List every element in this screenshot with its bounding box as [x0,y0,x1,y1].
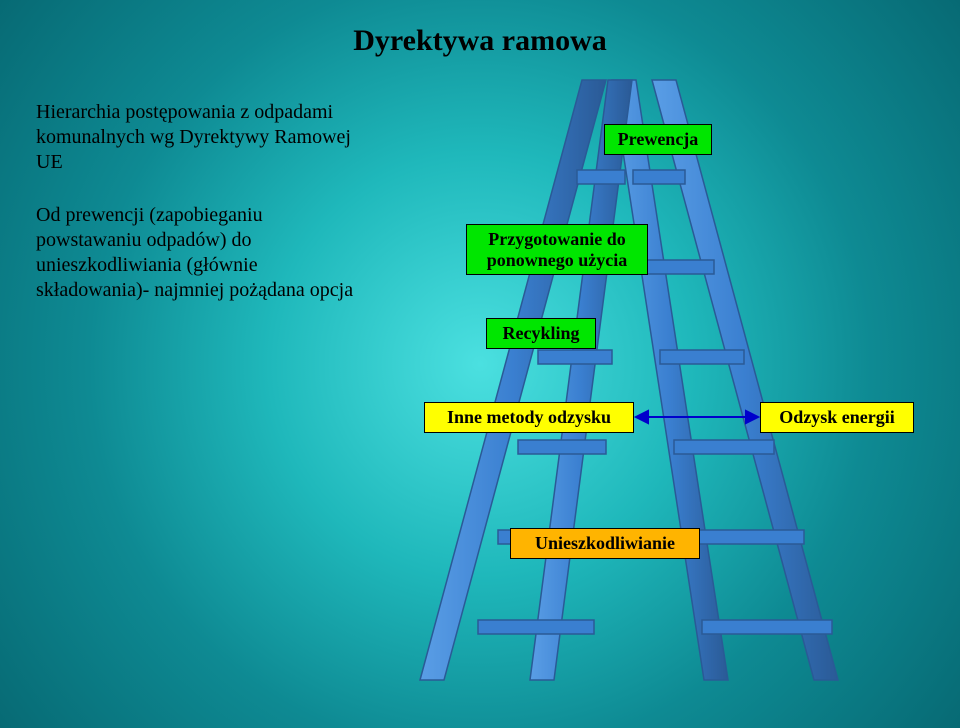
label-przygotowanie-line2: ponownego użycia [487,250,628,270]
left-ladder [420,80,632,680]
description-block: Hierarchia postępowania z odpadami komun… [36,100,366,303]
ladder-diagram: Prewencja Przygotowanie do ponownego uży… [380,70,940,710]
right-ladder [612,80,838,680]
arrow-inne-odzysk [636,411,758,423]
label-prewencja: Prewencja [604,124,712,155]
label-inne-metody: Inne metody odzysku [424,402,634,433]
label-unieszkodliwianie: Unieszkodliwianie [510,528,700,559]
slide: Dyrektywa ramowa Hierarchia postępowania… [0,0,960,728]
ladder-svg [380,70,940,710]
paragraph-2: Od prewencji (zapobieganiu powstawaniu o… [36,203,366,303]
label-przygotowanie-line1: Przygotowanie do [488,229,625,249]
label-recykling: Recykling [486,318,596,349]
label-odzysk-energii: Odzysk energii [760,402,914,433]
slide-title: Dyrektywa ramowa [0,24,960,58]
label-przygotowanie: Przygotowanie do ponownego użycia [466,224,648,275]
paragraph-1: Hierarchia postępowania z odpadami komun… [36,100,366,175]
